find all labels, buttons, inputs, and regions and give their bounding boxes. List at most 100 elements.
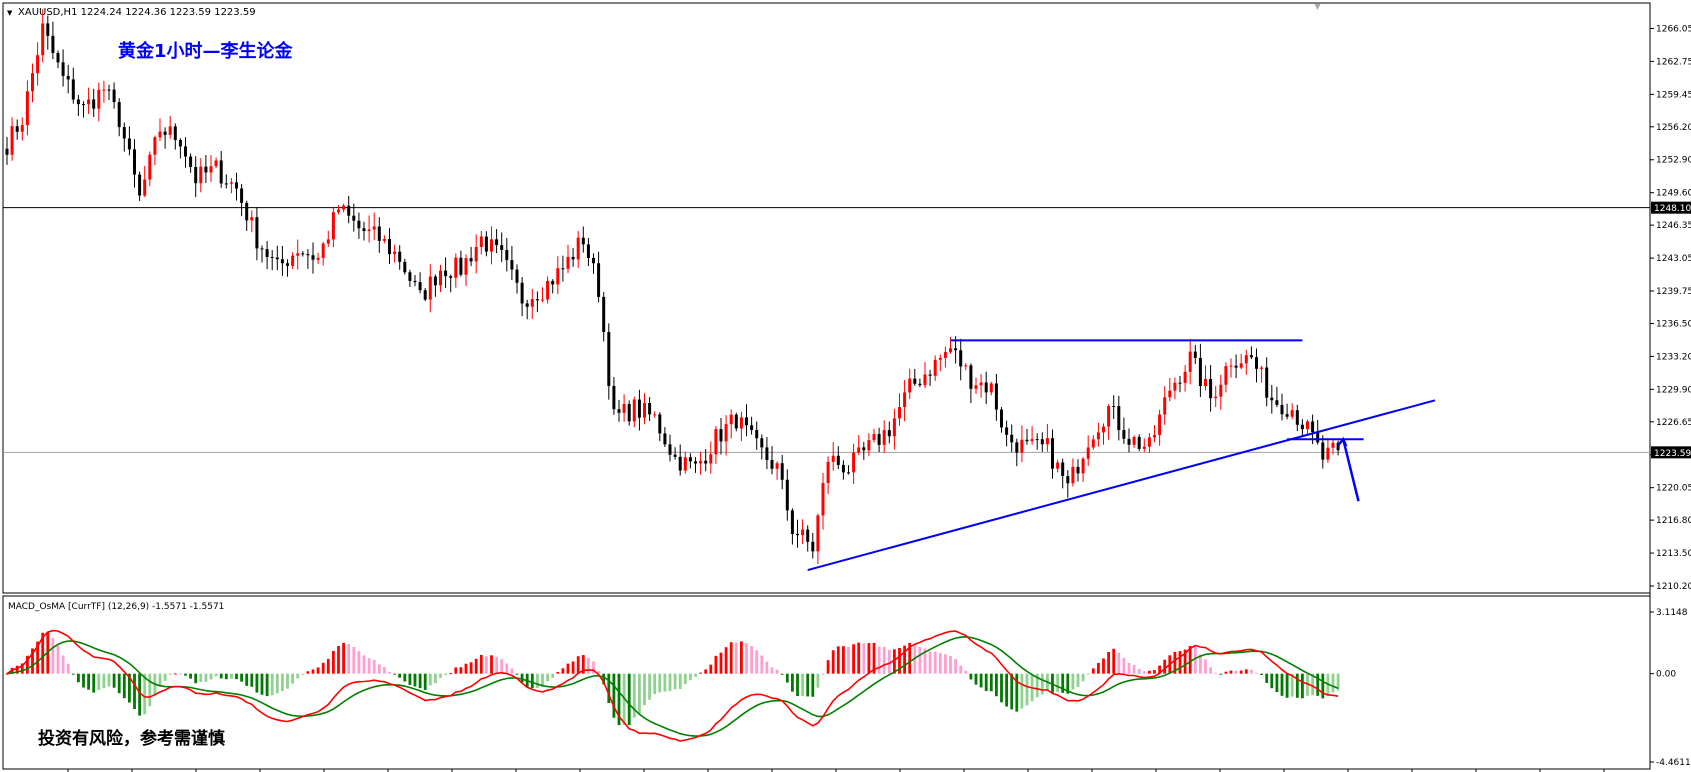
- histogram-bar: [617, 673, 621, 726]
- candle-body: [811, 541, 815, 552]
- candle-body: [1010, 434, 1014, 443]
- histogram-bar: [97, 673, 101, 691]
- candle-body: [1295, 410, 1299, 425]
- histogram-bar: [683, 673, 687, 685]
- candle-body: [796, 533, 799, 536]
- histogram-bar: [668, 673, 672, 692]
- candle-body: [1025, 439, 1029, 442]
- candle-body: [719, 429, 723, 442]
- dropdown-icon[interactable]: ▼: [7, 9, 13, 17]
- candle-body: [265, 249, 269, 258]
- histogram-bar: [954, 659, 957, 674]
- candle-body: [1249, 355, 1253, 358]
- histogram-bar: [801, 673, 804, 696]
- candle-body: [704, 460, 708, 464]
- histogram-bar: [107, 673, 111, 687]
- chart-shift-marker-icon[interactable]: ▼: [1314, 2, 1321, 12]
- histogram-bar: [352, 646, 356, 674]
- price-tick-label: 1233.20: [1656, 352, 1691, 362]
- candle-body: [821, 483, 825, 516]
- histogram-bar: [995, 673, 998, 697]
- candle-body: [826, 461, 830, 484]
- price-tick-label: 1213.50: [1656, 549, 1691, 559]
- histogram-bar: [933, 651, 937, 674]
- histogram-bar: [444, 673, 447, 676]
- histogram-bar: [112, 673, 116, 688]
- candle-body: [41, 23, 45, 56]
- candle-body: [326, 239, 330, 244]
- histogram-bar: [1204, 659, 1207, 674]
- candle-body: [1183, 371, 1187, 384]
- candle-body: [444, 270, 448, 277]
- histogram-bar: [133, 673, 136, 710]
- histogram-bar: [862, 643, 866, 674]
- histogram-bar: [413, 673, 417, 687]
- histogram-bar: [347, 644, 351, 674]
- histogram-bar: [1188, 645, 1192, 674]
- histogram-bar: [541, 673, 544, 687]
- candle-body: [388, 239, 391, 255]
- histogram-bar: [209, 673, 213, 680]
- candle-body: [357, 220, 361, 229]
- candle-body: [428, 276, 432, 300]
- price-tick-label: 1226.65: [1656, 418, 1691, 428]
- price-tick-label: 1266.05: [1656, 24, 1691, 34]
- price-tag-label: 1223.59: [1654, 449, 1691, 459]
- histogram-bar: [1056, 673, 1059, 692]
- candle-body: [959, 350, 963, 367]
- candle-body: [495, 239, 499, 246]
- histogram-bar: [265, 673, 269, 697]
- candle-body: [403, 261, 407, 273]
- histogram-bar: [729, 642, 733, 674]
- price-tick-label: 1259.45: [1656, 90, 1691, 100]
- histogram-bar: [464, 663, 468, 674]
- candle-body: [974, 385, 978, 389]
- histogram-bar: [551, 673, 555, 678]
- candle-body: [933, 359, 937, 376]
- candle-body: [1163, 397, 1167, 415]
- candle-body: [1132, 436, 1136, 445]
- down-arrow-head[interactable]: [1337, 436, 1348, 447]
- candle-body: [1030, 439, 1034, 442]
- candle-body: [148, 154, 152, 180]
- histogram-bar: [836, 646, 840, 674]
- histogram-bar: [235, 673, 238, 680]
- histogram-bar: [908, 642, 912, 674]
- price-axis: 1266.05 1262.75 1259.45 1256.20 1252.90 1249.…: [1650, 24, 1691, 592]
- histogram-bar: [449, 673, 453, 675]
- histogram-bar: [887, 649, 891, 674]
- candle-body: [1137, 436, 1141, 449]
- candle-body: [1147, 437, 1151, 447]
- price-tag-label: 1248.10: [1654, 204, 1691, 214]
- down-arrow-shaft[interactable]: [1341, 438, 1360, 502]
- histogram-bar: [311, 669, 315, 674]
- histogram-bar: [1209, 667, 1212, 674]
- histogram-bar: [383, 667, 386, 674]
- candle-body: [622, 404, 626, 413]
- histogram-bar: [602, 673, 606, 685]
- candle-body: [678, 456, 682, 471]
- price-tick-label: 1216.80: [1656, 516, 1691, 526]
- candle-body: [337, 209, 340, 213]
- candle-body: [949, 348, 952, 353]
- histogram-bar: [1173, 651, 1177, 674]
- histogram-bar: [87, 673, 90, 690]
- histogram-bar: [1051, 673, 1054, 693]
- histogram-bar: [1025, 673, 1029, 706]
- candle-body: [1071, 466, 1075, 484]
- candle-body: [592, 258, 595, 264]
- histogram-bar: [495, 656, 498, 674]
- macd-line: [6, 629, 1339, 742]
- histogram-bar: [240, 673, 243, 682]
- candle-body: [163, 131, 167, 135]
- histogram-bar: [291, 673, 294, 684]
- histogram-bar: [806, 673, 810, 697]
- candle-body: [770, 459, 774, 469]
- candle-body: [541, 299, 544, 301]
- histogram-bar: [796, 673, 799, 697]
- histogram-bar: [51, 637, 55, 674]
- candle-body: [1290, 410, 1294, 417]
- support-trendline[interactable]: [807, 399, 1436, 572]
- histogram-bar: [536, 673, 539, 688]
